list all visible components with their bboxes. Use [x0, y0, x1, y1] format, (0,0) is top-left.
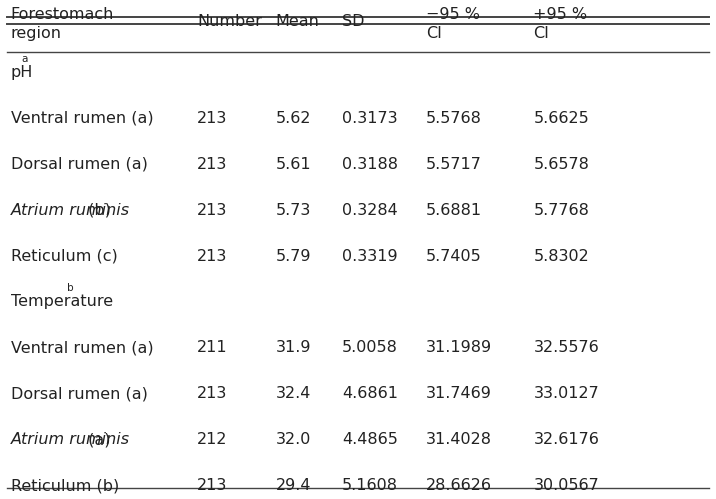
Text: a: a: [21, 54, 27, 64]
Text: 4.4865: 4.4865: [342, 432, 398, 447]
Text: 32.4: 32.4: [276, 386, 311, 401]
Text: Ventral rumen (a): Ventral rumen (a): [11, 111, 153, 126]
Text: 5.6578: 5.6578: [533, 157, 589, 172]
Text: 0.3188: 0.3188: [342, 157, 398, 172]
Text: Atrium ruminis: Atrium ruminis: [11, 203, 130, 218]
Text: 4.6861: 4.6861: [342, 386, 398, 401]
Text: Dorsal rumen (a): Dorsal rumen (a): [11, 386, 147, 401]
Text: Temperature: Temperature: [11, 294, 113, 309]
Text: 213: 213: [197, 203, 227, 218]
Text: Ventral rumen (a): Ventral rumen (a): [11, 340, 153, 355]
Text: 213: 213: [197, 157, 227, 172]
Text: 5.8302: 5.8302: [533, 249, 589, 263]
Text: 29.4: 29.4: [276, 478, 311, 493]
Text: 5.7768: 5.7768: [533, 203, 589, 218]
Text: 213: 213: [197, 111, 227, 126]
Text: CI: CI: [533, 26, 549, 41]
Text: CI: CI: [426, 26, 442, 41]
Text: 32.5576: 32.5576: [533, 340, 599, 355]
Text: 32.6176: 32.6176: [533, 432, 599, 447]
Text: +95 %: +95 %: [533, 7, 588, 22]
Text: 213: 213: [197, 249, 227, 263]
Text: 5.5717: 5.5717: [426, 157, 482, 172]
Text: (b): (b): [83, 203, 111, 218]
Text: 31.9: 31.9: [276, 340, 311, 355]
Text: 213: 213: [197, 386, 227, 401]
Text: SD: SD: [342, 14, 364, 29]
Text: Forestomach: Forestomach: [11, 7, 114, 22]
Text: Reticulum (b): Reticulum (b): [11, 478, 119, 493]
Text: 31.7469: 31.7469: [426, 386, 492, 401]
Text: Number: Number: [197, 14, 262, 29]
Text: 33.0127: 33.0127: [533, 386, 599, 401]
Text: 0.3319: 0.3319: [342, 249, 398, 263]
Text: 5.6625: 5.6625: [533, 111, 589, 126]
Text: 31.1989: 31.1989: [426, 340, 492, 355]
Text: 5.62: 5.62: [276, 111, 311, 126]
Text: 5.79: 5.79: [276, 249, 311, 263]
Text: 30.0567: 30.0567: [533, 478, 599, 493]
Text: 0.3173: 0.3173: [342, 111, 398, 126]
Text: 0.3284: 0.3284: [342, 203, 398, 218]
Text: Dorsal rumen (a): Dorsal rumen (a): [11, 157, 147, 172]
Text: 5.7405: 5.7405: [426, 249, 482, 263]
Text: 5.1608: 5.1608: [342, 478, 398, 493]
Text: Atrium ruminis: Atrium ruminis: [11, 432, 130, 447]
Text: 5.61: 5.61: [276, 157, 311, 172]
Text: 32.0: 32.0: [276, 432, 311, 447]
Text: b: b: [67, 283, 74, 293]
Text: 211: 211: [197, 340, 228, 355]
Text: Reticulum (c): Reticulum (c): [11, 249, 117, 263]
Text: 5.6881: 5.6881: [426, 203, 482, 218]
Text: −95 %: −95 %: [426, 7, 480, 22]
Text: region: region: [11, 26, 62, 41]
Text: 5.73: 5.73: [276, 203, 311, 218]
Text: 5.5768: 5.5768: [426, 111, 482, 126]
Text: 213: 213: [197, 478, 227, 493]
Text: 212: 212: [197, 432, 228, 447]
Text: (a): (a): [83, 432, 110, 447]
Text: 5.0058: 5.0058: [342, 340, 398, 355]
Text: 28.6626: 28.6626: [426, 478, 492, 493]
Text: pH: pH: [11, 65, 33, 80]
Text: 31.4028: 31.4028: [426, 432, 492, 447]
Text: Mean: Mean: [276, 14, 319, 29]
